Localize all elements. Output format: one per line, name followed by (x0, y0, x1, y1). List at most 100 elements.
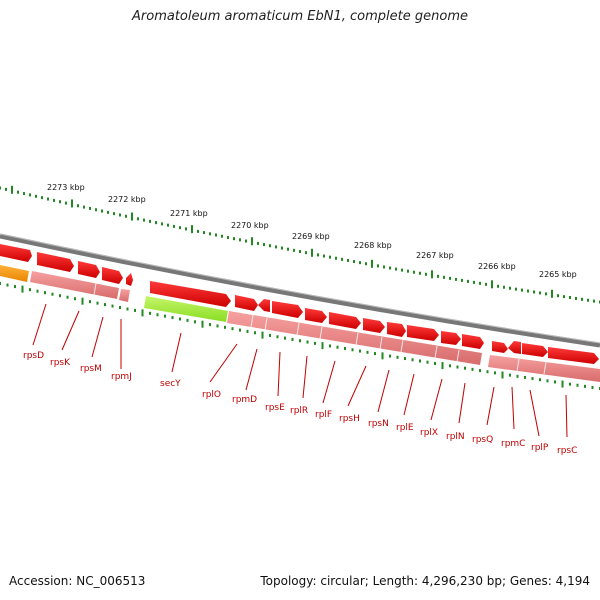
cds-segment[interactable] (227, 311, 482, 365)
gene-arrow[interactable] (548, 347, 599, 364)
minor-tick (221, 234, 223, 238)
gene-label[interactable]: secY (160, 379, 181, 389)
gene-arrow[interactable] (305, 308, 327, 323)
gene-label[interactable]: rplN (446, 432, 465, 442)
gene-block-green[interactable] (144, 296, 228, 322)
minor-tick (353, 260, 355, 264)
minor-tick (329, 255, 331, 259)
gene-arrow[interactable] (387, 322, 406, 337)
gene-label[interactable]: rpsC (557, 446, 577, 456)
gene-label[interactable]: rpmC (501, 439, 525, 449)
inner-minor-tick (0, 282, 1, 285)
minor-tick (281, 246, 283, 250)
gene-arrow[interactable] (407, 325, 439, 341)
gene-label[interactable]: rplX (420, 428, 438, 438)
gene-arrow[interactable] (508, 341, 521, 354)
gene-label[interactable]: rpmJ (111, 372, 132, 382)
inner-minor-tick (216, 324, 219, 328)
inner-minor-tick (179, 317, 181, 321)
kbp-label: 2268 kbp (354, 241, 392, 250)
minor-tick (317, 253, 319, 257)
minor-tick (413, 270, 415, 274)
gene-label[interactable]: rpsD (23, 351, 44, 361)
gene-block-orange[interactable] (0, 265, 29, 282)
gene-arrow[interactable] (522, 343, 548, 357)
gene-label[interactable]: rpsN (368, 419, 389, 429)
inner-major-tick (501, 371, 504, 379)
gene-arrow[interactable] (441, 331, 461, 345)
major-tick (311, 248, 313, 257)
inner-minor-tick (164, 314, 166, 318)
cds-segment[interactable] (30, 271, 119, 299)
inner-minor-tick (14, 285, 16, 289)
gene-label[interactable]: rpsM (80, 364, 102, 374)
inner-minor-tick (299, 339, 301, 343)
gene-label[interactable]: rpsK (50, 358, 71, 368)
minor-tick (263, 243, 265, 247)
gene-arrow[interactable] (37, 252, 74, 272)
inner-minor-tick (329, 344, 331, 348)
gene-arrow[interactable] (78, 261, 100, 278)
gene-label[interactable]: rpsH (339, 414, 360, 424)
gene-label[interactable]: rplP (531, 443, 549, 453)
minor-tick (305, 251, 307, 255)
gene-arrow[interactable] (0, 244, 32, 262)
gene-arrow[interactable] (462, 334, 484, 349)
minor-tick (581, 297, 583, 301)
minor-tick (449, 276, 451, 280)
inner-minor-tick (591, 385, 594, 389)
gene-arrow[interactable] (272, 301, 303, 318)
gene-arrow[interactable] (492, 341, 508, 353)
gene-arrow[interactable] (235, 295, 258, 311)
kbp-label: 2269 kbp (292, 232, 330, 241)
gene-label[interactable]: rplF (315, 410, 332, 420)
gene-label[interactable]: rplE (396, 423, 414, 433)
inner-minor-tick (186, 318, 189, 322)
cds-segment[interactable] (119, 289, 130, 302)
minor-tick (257, 241, 259, 245)
gene-label[interactable]: rpmD (232, 395, 257, 405)
major-tick (371, 259, 373, 268)
minor-tick (203, 231, 205, 235)
kbp-label: 2267 kbp (416, 251, 454, 260)
minor-tick (17, 190, 19, 194)
inner-minor-tick (231, 327, 234, 331)
cds-segment[interactable] (488, 355, 600, 382)
gene-arrow[interactable] (329, 312, 361, 329)
minor-tick (365, 262, 367, 266)
gene-arrow[interactable] (126, 273, 133, 286)
minor-tick (101, 209, 103, 213)
leader-line (347, 365, 367, 407)
inner-minor-tick (66, 295, 69, 299)
leader-line (458, 382, 466, 424)
inner-minor-tick (336, 345, 339, 349)
inner-minor-tick (74, 297, 76, 301)
minor-tick (533, 290, 535, 294)
minor-tick (77, 204, 79, 208)
gene-label[interactable]: rpsQ (472, 435, 493, 445)
inner-minor-tick (426, 360, 429, 364)
minor-tick (179, 226, 181, 230)
inner-minor-tick (366, 350, 369, 354)
gene-arrow[interactable] (102, 267, 123, 284)
minor-tick (557, 294, 559, 298)
minor-tick (527, 289, 529, 293)
gene-arrow[interactable] (150, 281, 231, 307)
minor-tick (515, 287, 517, 291)
gene-arrow[interactable] (363, 318, 385, 333)
minor-tick (503, 285, 505, 289)
minor-tick (185, 227, 187, 231)
inner-minor-tick (411, 358, 414, 362)
gene-label[interactable]: rpsE (265, 403, 285, 413)
minor-tick (83, 205, 85, 209)
minor-tick (473, 280, 475, 284)
inner-minor-tick (516, 374, 519, 378)
inner-minor-tick (471, 367, 474, 371)
gene-arrow[interactable] (258, 299, 270, 312)
gene-label[interactable]: rplR (290, 406, 308, 416)
inner-minor-tick (344, 347, 346, 351)
minor-tick (593, 299, 595, 303)
gene-label[interactable]: rplO (202, 390, 221, 400)
kbp-label: 2265 kbp (539, 270, 577, 279)
